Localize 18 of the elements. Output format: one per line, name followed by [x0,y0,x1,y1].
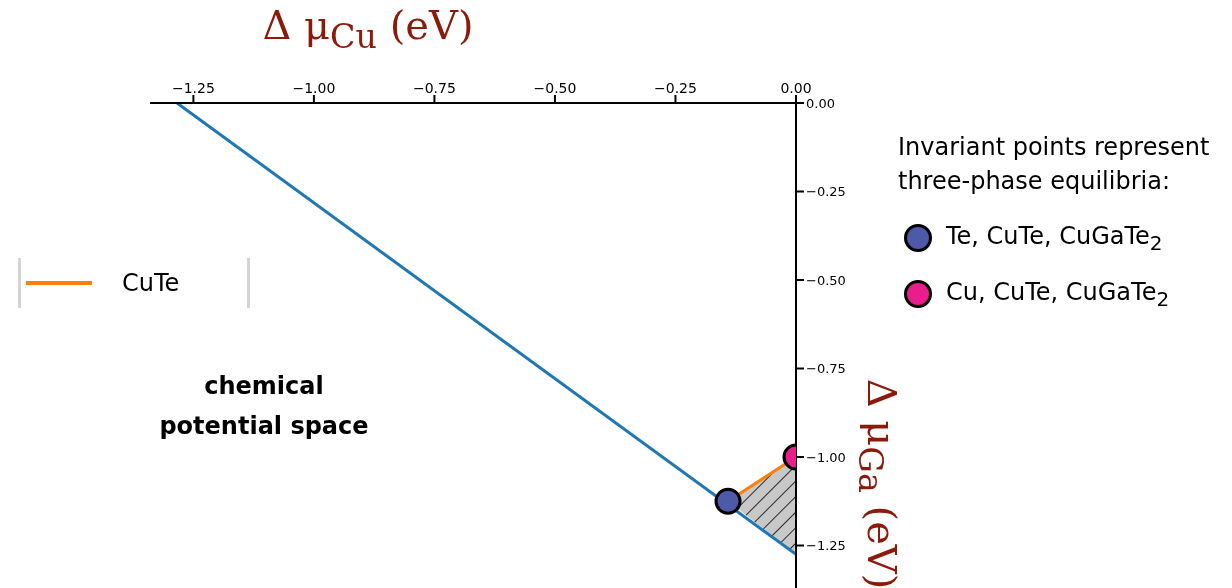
x-tick-label: −0.75 [412,80,456,96]
x-tick-label: −0.50 [533,80,577,96]
legend-label: Te, CuTe, CuGaTe$_{2}$ [946,221,1163,255]
x-tick-label: −1.25 [171,80,215,96]
y-tick-label: −1.00 [806,449,846,465]
x-axis-title: Δ μ$_{Cu}$ (eV) [262,2,474,56]
y-tick-label: 0.00 [806,95,835,111]
y-tick-label: −0.25 [806,184,846,200]
legend-label: CuTe [122,269,180,297]
x-tick-label: 0.00 [780,80,812,96]
legend-label: Cu, CuTe, CuGaTe$_{2}$ [946,277,1170,311]
text: Invariant points represent three-phase equilibria: [898,133,1210,195]
y-tick-label: −0.50 [806,272,846,288]
y-tick-label: −1.25 [806,538,846,554]
y-tick-label: −0.75 [806,361,846,377]
x-tick-label: −1.00 [292,80,336,96]
x-tick-label: −0.25 [654,80,697,96]
annotation: chemical potential space [159,372,369,440]
